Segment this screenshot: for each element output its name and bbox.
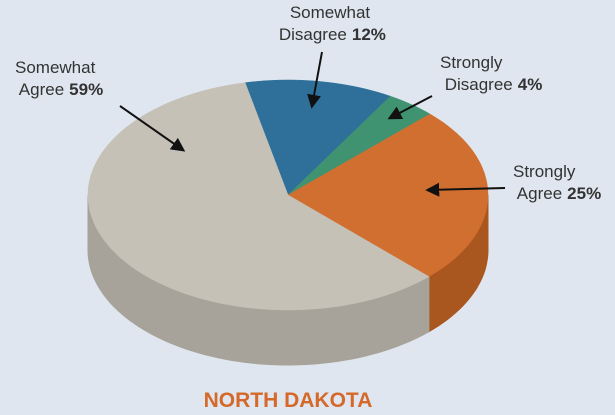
label-line: Agree (513, 184, 562, 203)
slice (287, 113, 489, 277)
label-line: Somewhat (15, 58, 96, 77)
slice-label: Somewhat Disagree (274, 3, 370, 44)
chart-title: NORTH DAKOTA (204, 389, 373, 412)
label-line: Strongly (440, 53, 503, 72)
label-line: Strongly (513, 162, 576, 181)
arrow (119, 105, 186, 152)
slice-label: Strongly Disagree (440, 53, 513, 94)
value-label: 59% (69, 80, 103, 99)
value-label: 4% (518, 75, 543, 94)
value-label: 12% (352, 25, 386, 44)
value-label: 25% (567, 184, 601, 203)
pie (87, 79, 489, 366)
labels: Somewhat Disagree 12%Strongly Disagree 4%S… (15, 3, 601, 203)
arrow (307, 51, 323, 109)
slice (244, 79, 391, 196)
label-line: Disagree (440, 75, 513, 94)
arrow (387, 95, 433, 120)
slice (287, 95, 431, 196)
arrow (425, 182, 506, 197)
label-line: Somewhat (290, 3, 371, 22)
label-line: Agree (15, 80, 64, 99)
slice-label: Somewhat Agree (15, 58, 96, 99)
label-line: Disagree (274, 25, 347, 44)
slice-label: Strongly Agree (513, 162, 576, 203)
